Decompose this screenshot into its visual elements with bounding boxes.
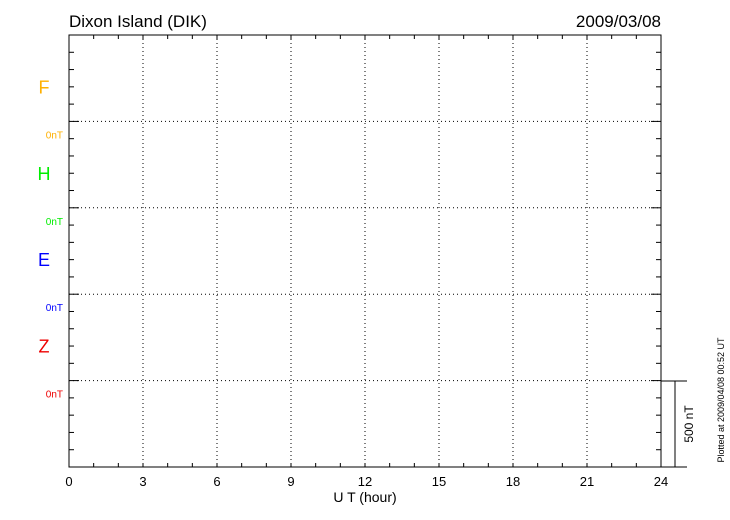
chart-date: 2009/03/08: [576, 12, 661, 31]
series-baseline-label: 0nT: [46, 303, 63, 314]
series-baseline-label: 0nT: [46, 217, 63, 228]
series-name: F: [39, 77, 50, 97]
series-name: E: [38, 250, 50, 270]
series-name: H: [38, 164, 51, 184]
x-tick-label: 0: [65, 474, 72, 489]
scale-bar: 500 nT: [661, 380, 696, 468]
series-name: Z: [39, 337, 50, 357]
x-tick-label: 6: [213, 474, 220, 489]
x-tick-label: 24: [654, 474, 668, 489]
series-baseline-label: 0nT: [46, 390, 63, 401]
x-tick-label: 9: [287, 474, 294, 489]
scale-bar-label: 500 nT: [682, 405, 696, 443]
x-tick-label: 12: [358, 474, 372, 489]
plot-frame: [68, 34, 662, 468]
chart-title: Dixon Island (DIK): [69, 12, 207, 31]
series-labels: F 0nT H 0nT E 0nT Z 0nT: [38, 77, 64, 400]
x-tick-labels: 0 3 6 9 12 15 18 21 24: [65, 474, 668, 489]
x-tick-label: 15: [432, 474, 446, 489]
series-baseline-label: 0nT: [46, 130, 63, 141]
x-tick-label: 3: [139, 474, 146, 489]
plotted-at-footer: Plotted at 2009/04/08 00:52 UT: [716, 337, 726, 463]
grid: [69, 35, 661, 467]
x-axis-label: U T (hour): [333, 489, 396, 505]
x-tick-label: 18: [506, 474, 520, 489]
x-tick-label: 21: [580, 474, 594, 489]
ticks: [69, 35, 661, 467]
